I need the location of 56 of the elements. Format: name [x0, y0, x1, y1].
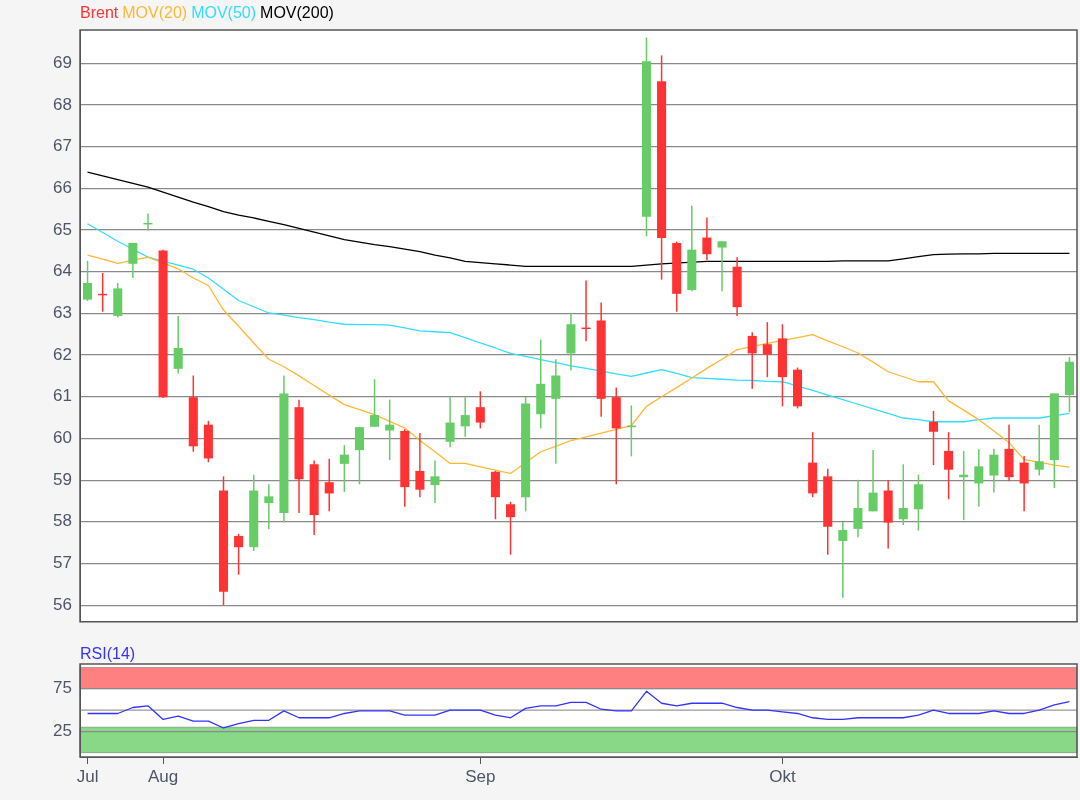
candlestick — [430, 459, 440, 504]
candlestick — [370, 378, 380, 428]
y-tick-label: 62 — [53, 344, 72, 364]
candlestick — [898, 463, 908, 526]
candlestick — [1019, 455, 1029, 513]
candlestick — [264, 483, 274, 531]
candlestick — [128, 242, 138, 279]
candlestick — [838, 521, 848, 599]
y-tick-label: 58 — [53, 511, 72, 531]
y-tick-label: 67 — [53, 136, 72, 156]
candlestick — [762, 321, 772, 378]
candlestick — [385, 398, 395, 461]
y-tick-label: 69 — [53, 53, 72, 73]
y-tick-label: 64 — [53, 261, 72, 281]
candlestick — [974, 448, 984, 508]
candlestick — [717, 240, 727, 293]
y-tick-label: 75 — [53, 678, 72, 698]
candlestick — [747, 331, 757, 390]
candlestick — [475, 390, 485, 430]
y-tick-label: 57 — [53, 553, 72, 573]
text: MOV(50) — [191, 4, 257, 22]
y-tick-label: 25 — [53, 721, 72, 741]
candlestick — [354, 426, 364, 486]
candlestick — [234, 533, 244, 576]
y-tick-label: 63 — [53, 303, 72, 323]
candlestick — [173, 315, 183, 375]
candlestick — [944, 431, 954, 501]
candlestick — [445, 396, 455, 448]
x-tick-label: Sep — [465, 766, 496, 786]
y-tick-label: 68 — [53, 94, 72, 114]
text: MOV(20) — [122, 4, 188, 22]
x-tick-label: Aug — [147, 766, 179, 786]
candlestick — [460, 396, 470, 438]
candlestick — [702, 216, 712, 261]
candlestick — [324, 458, 334, 513]
candlestick — [339, 444, 349, 493]
candlestick — [1034, 423, 1044, 477]
candlestick — [989, 448, 999, 494]
text: MOV(200) — [260, 4, 334, 22]
candlestick — [505, 501, 516, 556]
text: RSI(14) — [80, 645, 136, 663]
candlestick — [415, 432, 425, 498]
y-tick-label: 66 — [53, 178, 72, 198]
y-tick-label: 61 — [53, 386, 72, 406]
y-tick-label: 60 — [53, 428, 72, 448]
x-tick-label: Jul — [76, 766, 99, 786]
text: Brent — [80, 4, 119, 22]
candlestick — [83, 260, 93, 302]
y-tick-label: 65 — [53, 219, 72, 239]
y-tick-label: 56 — [53, 594, 72, 614]
candlestick — [551, 358, 561, 465]
candlestick — [868, 449, 878, 513]
x-tick-label: Okt — [769, 766, 796, 786]
candlestick — [853, 478, 863, 538]
candlestick — [928, 410, 939, 466]
y-tick-label: 59 — [53, 469, 72, 489]
